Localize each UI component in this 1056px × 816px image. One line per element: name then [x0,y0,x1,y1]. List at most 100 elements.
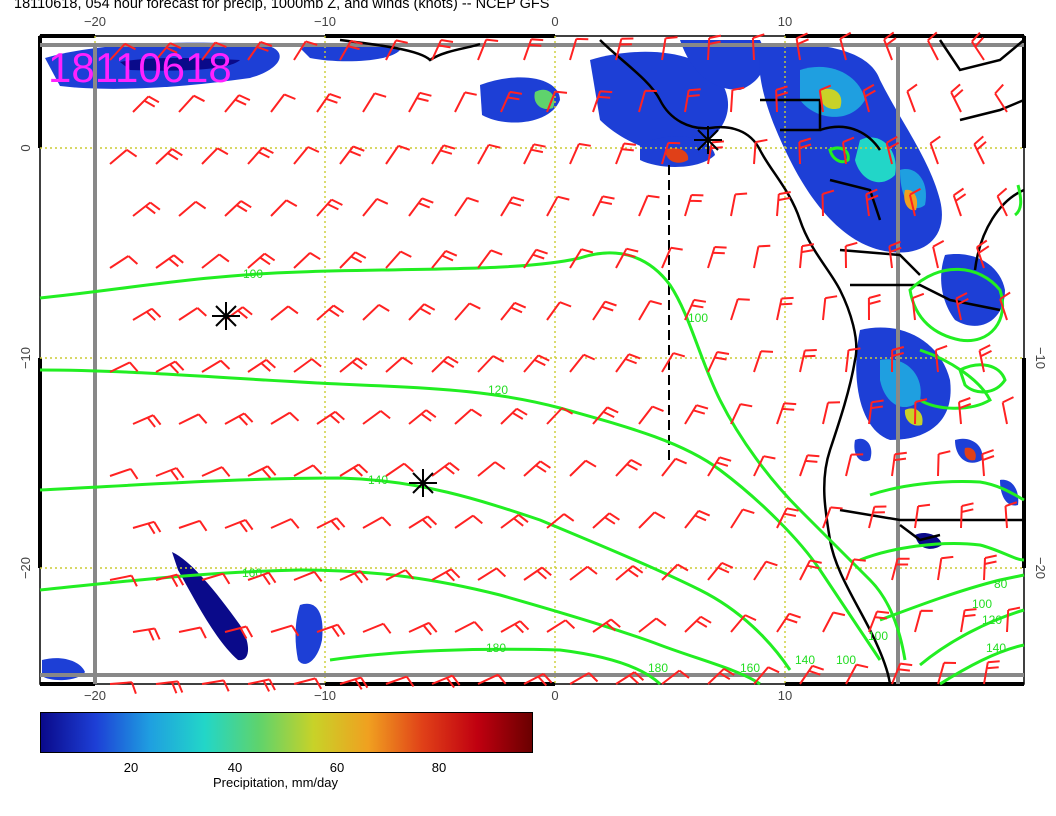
contour-label: 160 [740,661,760,675]
wind-barb [592,195,615,217]
wind-barb [753,560,778,581]
wind-barb [885,135,900,165]
wind-barb [500,620,530,634]
wind-barb [339,357,368,373]
wind-barb [891,662,913,685]
wind-barb [362,197,389,217]
wind-barb [845,347,861,373]
wind-barb [155,148,183,165]
wind-barb [950,83,964,113]
tick-label: 10 [778,688,792,703]
wind-barb [868,399,884,425]
wind-barb [592,618,621,633]
wind-barb [339,569,369,584]
wind-barb [1001,396,1014,425]
wind-barb [1006,606,1021,633]
wind-barb [454,91,477,113]
wind-barb [385,569,415,581]
wind-barb [975,239,990,269]
wind-barb [776,402,797,425]
tick-label: −20 [84,14,106,29]
wind-barb [247,571,277,586]
wind-barb [684,88,701,113]
wind-barb [155,254,184,269]
wind-barb [661,669,690,685]
wind-barb [546,513,575,529]
wind-barb [707,456,732,477]
wind-barb [224,625,254,639]
wind-barb [408,303,436,321]
wind-barb [155,680,184,694]
wind-barb [109,361,139,373]
wind-barb [132,520,162,535]
wind-barb [891,557,910,581]
wind-barb [973,135,987,165]
wind-barb [247,40,273,61]
wind-barb [730,86,745,113]
tick-label: −20 [18,557,33,579]
wind-barb [431,674,461,689]
wind-barb [981,449,995,477]
top-tick-labels: −20 −10 0 10 [84,14,792,29]
wind-barb [569,142,591,165]
wind-barb [385,144,411,165]
wind-barb [408,197,434,217]
wind-barb [109,574,138,587]
wind-barb [201,679,230,692]
wind-barb [908,188,921,217]
colorbar-tick: 40 [227,760,243,775]
contour-label: 140 [795,653,815,667]
tick-label: 0 [551,14,558,29]
wind-barb [638,89,658,113]
wind-barb [362,622,392,634]
wind-barb [270,305,299,321]
wind-barb [201,572,231,585]
wind-barb [569,459,597,477]
contour-label: 100 [836,653,856,667]
wind-barb [155,360,185,374]
contour-label: 80 [994,577,1008,591]
wind-barb [955,292,969,321]
wind-barb [178,94,205,113]
wind-barb [178,519,208,532]
wind-barb [638,194,660,217]
wind-barb [132,414,162,428]
colorbar-tick: 80 [431,760,447,775]
wind-barb [776,296,794,321]
wind-barb [707,351,730,373]
wind-barb [818,84,832,113]
wind-barb [839,31,852,61]
map-title: 18110618, 054 hour forecast for precip, … [14,0,550,12]
tick-label: −10 [1033,347,1048,369]
wind-barb [569,248,594,269]
wind-barb [684,298,707,321]
wind-barb [477,143,501,165]
wind-barb [316,304,345,321]
right-tick-labels: −10 −20 [1033,347,1048,579]
wind-barb [592,300,617,321]
wind-barb [339,463,369,477]
wind-barb [994,83,1008,113]
wind-barb [132,95,160,113]
wind-barb [638,617,667,633]
wind-barb [569,565,598,581]
wind-barb [316,517,346,531]
wind-barb [247,678,276,692]
contour-label: 140 [986,641,1006,655]
asterisk-marker [212,302,240,330]
tick-label: 10 [778,14,792,29]
wind-barb [844,241,858,269]
wind-barb [569,672,599,685]
wind-barb [799,243,815,269]
bottom-tick-labels: −20 −10 0 10 [84,688,792,703]
wind-barb [822,611,846,633]
wind-barb [937,661,957,685]
wind-barb [339,39,363,61]
wind-barb [270,624,300,637]
wind-barb [431,462,460,477]
wind-barb [293,252,321,269]
wind-barb [109,467,139,480]
wind-barb [799,664,825,685]
wind-barb [546,90,568,113]
wind-barb [293,570,323,582]
